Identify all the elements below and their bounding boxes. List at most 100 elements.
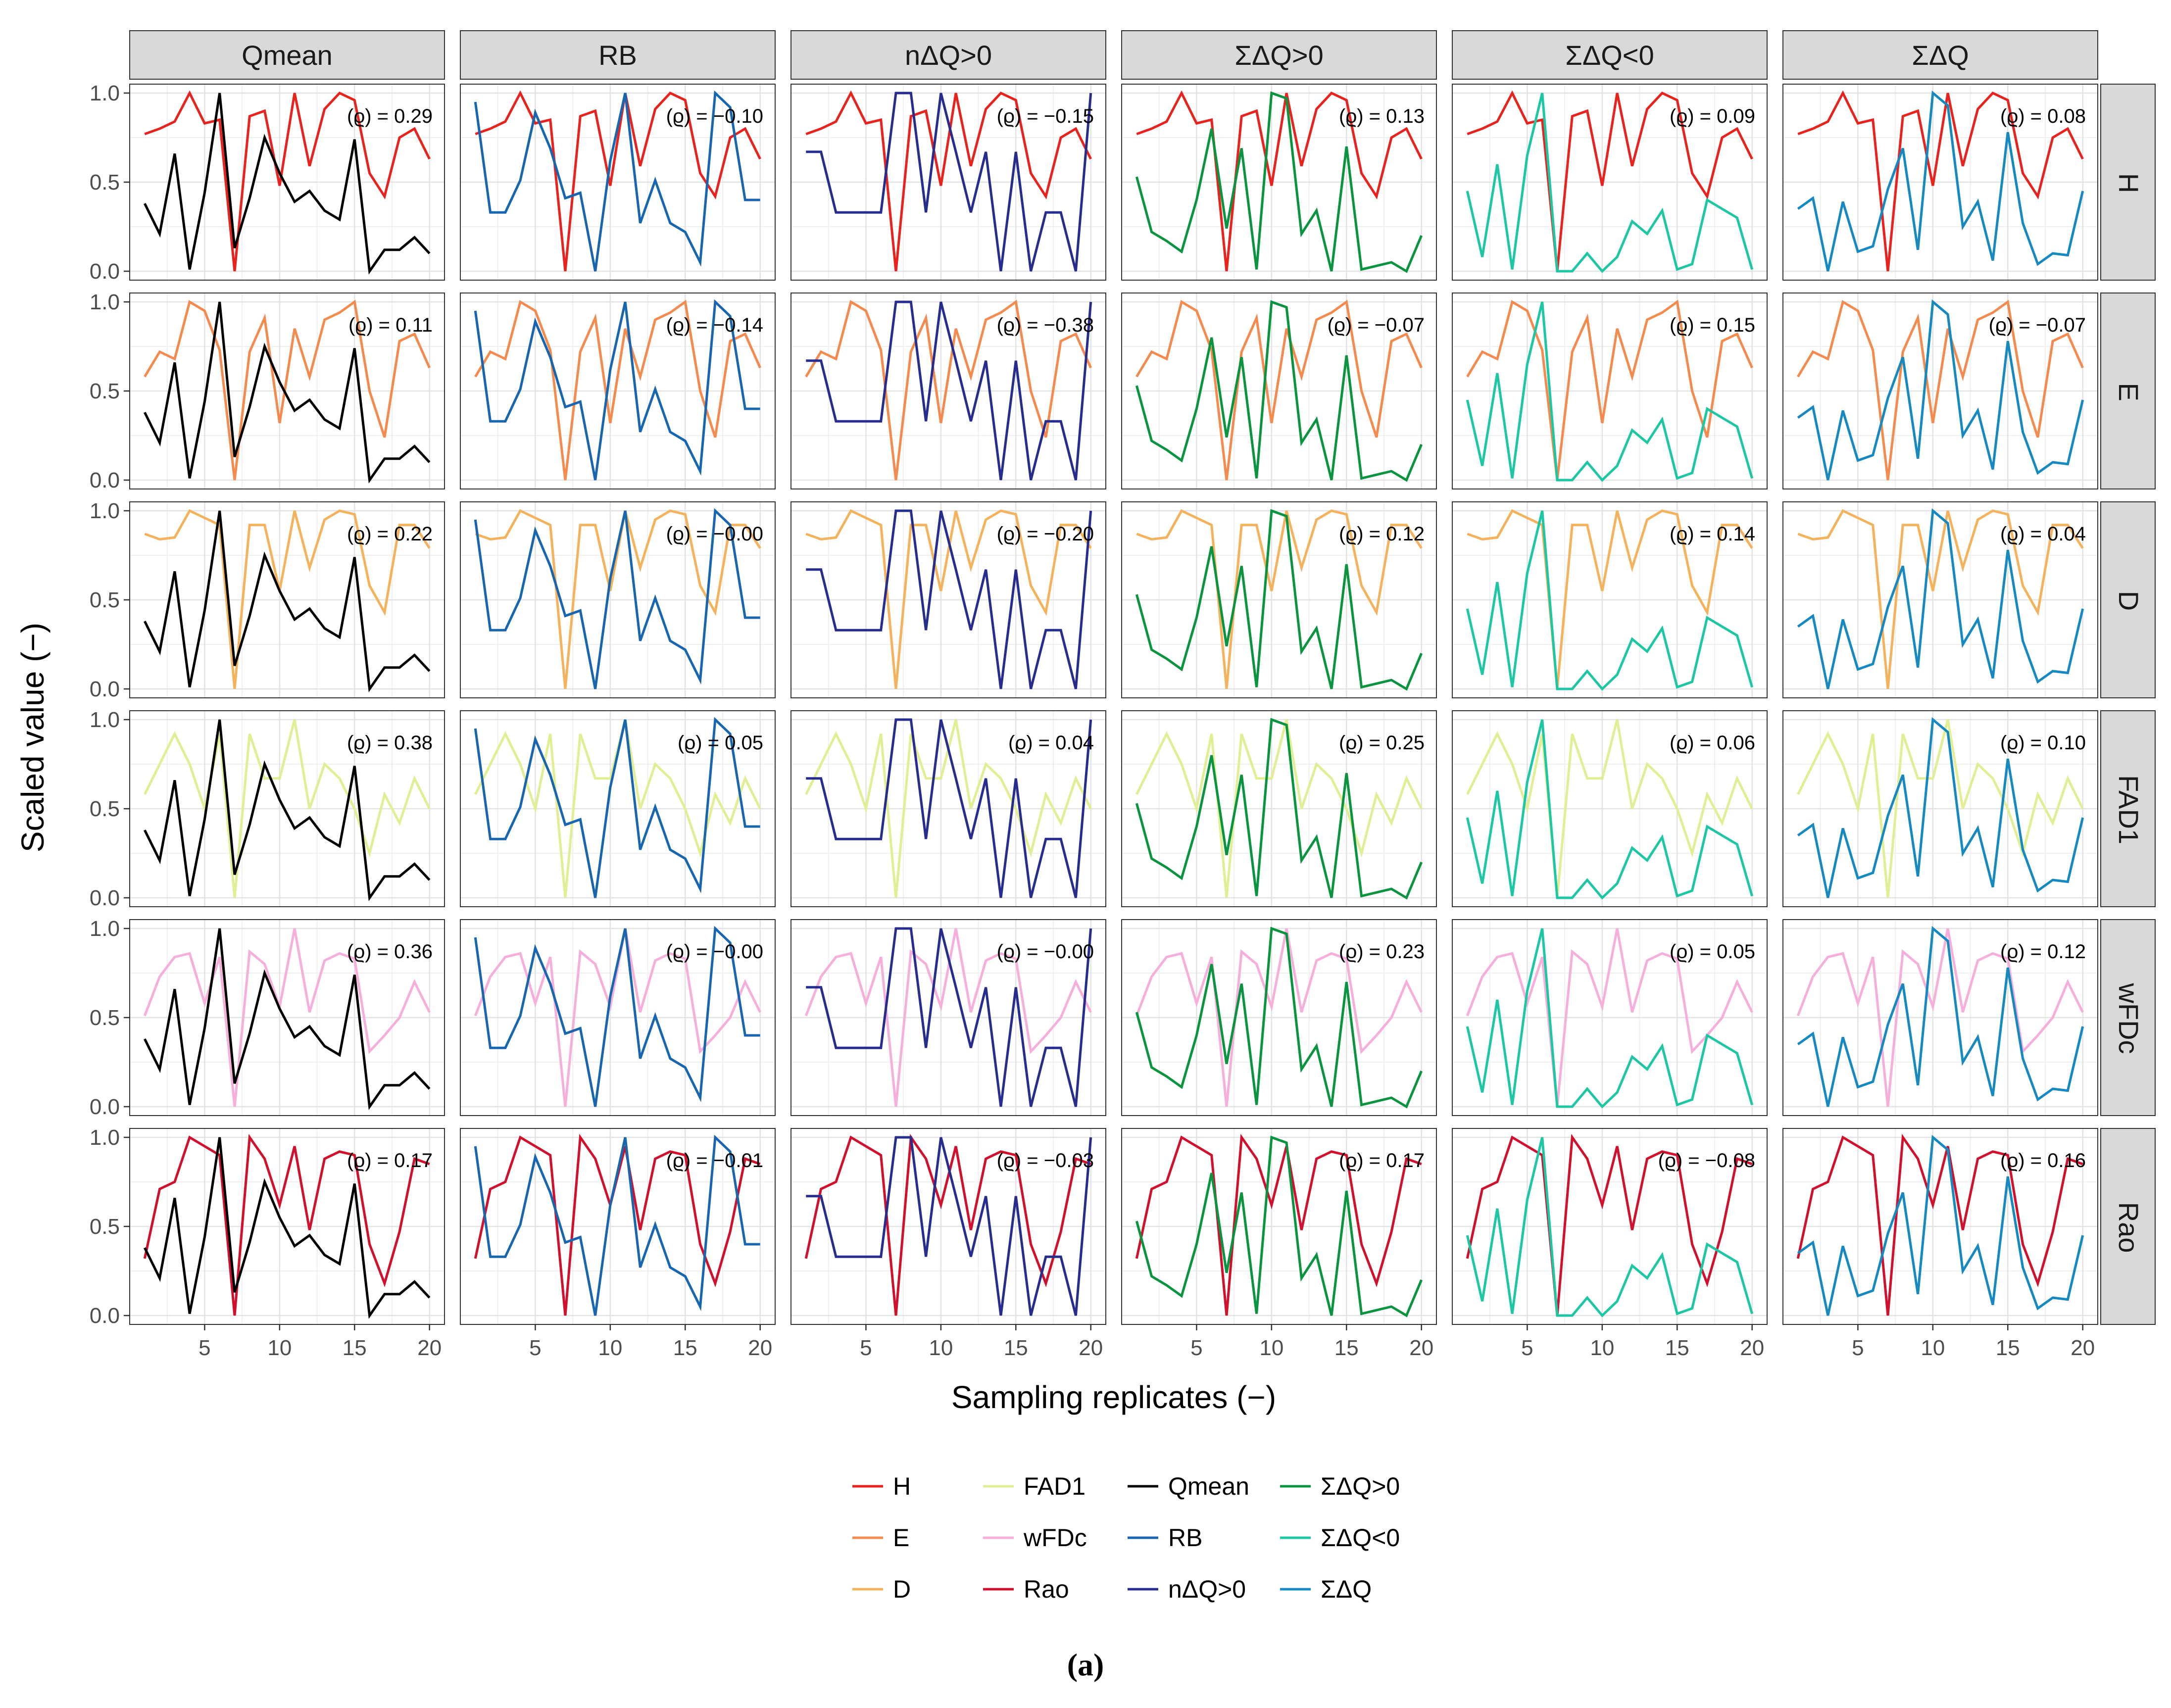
legend-label: wFDc <box>1023 1524 1087 1552</box>
facet-panel: (ϱ) = 0.16 <box>1782 1128 2098 1325</box>
series-line-rao <box>1796 1133 2083 1316</box>
legend-label: ΣΔQ<0 <box>1321 1524 1400 1552</box>
x-tick-label: 10 <box>598 1336 622 1360</box>
x-tick-label: 10 <box>1921 1336 1945 1360</box>
series-line-Qmean <box>144 719 431 901</box>
panel-border <box>460 501 776 698</box>
facet-panel: (ϱ) = 0.23 <box>1121 919 1437 1116</box>
correlation-label: (ϱ) = 0.05 <box>678 732 763 754</box>
facet-panel: (ϱ) = −0.10 <box>460 84 776 281</box>
series-line-wfdc <box>1466 928 1753 1107</box>
correlation-label: (ϱ) = 0.05 <box>1670 941 1755 963</box>
series-line-rao <box>804 1133 1091 1316</box>
series-line-e <box>1797 299 2084 481</box>
row-strip-label: D <box>2113 591 2144 611</box>
x-tick-label: 15 <box>343 1336 367 1360</box>
panel-border <box>1452 84 1768 281</box>
facet-panel: (ϱ) = −0.00 <box>460 919 776 1116</box>
legend-entry: H <box>852 1472 911 1500</box>
series-line-fad1 <box>1797 719 2084 898</box>
series-line-e <box>1135 299 1423 481</box>
legend-entry: ΣΔQ>0 <box>1280 1472 1400 1500</box>
series-line-ΣΔQ<0 <box>1466 719 1754 900</box>
column-strip <box>1782 30 2098 80</box>
facet-panel: (ϱ) = 0.04 <box>1782 501 2098 698</box>
facet-panel: (ϱ) = −0.03 <box>790 1128 1106 1325</box>
correlation-label: (ϱ) = 0.12 <box>2000 941 2086 963</box>
facet-panel: (ϱ) = 0.14 <box>1452 501 1768 698</box>
y-tick-label: 1.0 <box>90 708 120 732</box>
column-strips: Qmean RB nΔQ>0 ΣΔQ>0 ΣΔQ<0 ΣΔQ <box>129 30 2098 80</box>
facet-panel: (ϱ) = 0.17 <box>129 1128 445 1325</box>
correlation-label: (ϱ) = 0.23 <box>1339 941 1425 963</box>
panel-border <box>1782 710 2098 907</box>
panel-border <box>1121 501 1437 698</box>
facet-panel: (ϱ) = 0.06 <box>1452 710 1768 907</box>
series-line-d <box>1797 509 2084 689</box>
facet-panel: (ϱ) = 0.08 <box>1782 84 2098 281</box>
facet-panel: (ϱ) = 0.10 <box>1782 710 2098 907</box>
panel-border <box>1121 1128 1437 1325</box>
x-tick-label: 5 <box>1190 1336 1202 1360</box>
x-axis-ticks: 5 10 15 20 5 10 15 20 5 10 15 20 5 10 15 20 5 10 15 20 5 10 15… <box>198 1324 2095 1360</box>
series-line-ΣΔQ <box>1797 926 2084 1107</box>
correlation-label: (ϱ) = 0.22 <box>347 523 433 545</box>
panel-border <box>460 710 776 907</box>
column-strip-label: nΔQ>0 <box>905 40 992 71</box>
series-line-ΣΔQ<0 <box>1466 301 1754 482</box>
legend-label: E <box>893 1524 909 1552</box>
series-line-rao <box>143 1133 430 1316</box>
x-axis-title: Sampling replicates (−) <box>951 1379 1276 1415</box>
series-line-wfdc <box>1796 928 2084 1107</box>
x-tick-label: 10 <box>1590 1336 1614 1360</box>
series-line-ΣΔQ<0 <box>1466 510 1754 691</box>
series-line-ΣΔQ<0 <box>1466 93 1754 273</box>
panel-border <box>790 501 1106 698</box>
series-line-h <box>1136 90 1423 272</box>
column-strip <box>129 30 445 80</box>
correlation-label: (ϱ) = 0.06 <box>1670 732 1755 754</box>
series-line-fad1 <box>1466 719 1753 898</box>
correlation-label: (ϱ) = −0.15 <box>997 105 1094 127</box>
series-line-ΣΔQ <box>1797 1135 2084 1316</box>
row-strip <box>2100 501 2156 698</box>
series-line-Qmean <box>144 928 431 1110</box>
y-tick-label: 0.5 <box>90 797 120 821</box>
legend-label: H <box>893 1472 911 1500</box>
column-strip-label: Qmean <box>242 40 333 71</box>
series-line-ΣΔQ>0 <box>1135 1135 1423 1318</box>
x-tick-label: 5 <box>1852 1336 1864 1360</box>
series-line-d <box>805 509 1092 689</box>
row-strip-label: FAD1 <box>2113 775 2144 844</box>
correlation-label: (ϱ) = 0.17 <box>347 1150 433 1171</box>
row-strip <box>2100 919 2156 1116</box>
series-line-nΔQ>0 <box>806 718 1092 898</box>
column-strip <box>1452 30 1768 80</box>
series-line-nΔQ>0 <box>806 509 1092 689</box>
panel-border <box>460 84 776 281</box>
row-strip-label: Rao <box>2113 1202 2144 1253</box>
legend-label: nΔQ>0 <box>1168 1575 1246 1603</box>
y-axis-ticks: 0.0 0.5 1.0 0.0 0.5 1.0 0.0 0.5 1.0 0.0 0.5 1.0 0.0 0… <box>90 81 130 1328</box>
series-line-d <box>1467 509 1753 689</box>
legend-label: RB <box>1168 1524 1202 1552</box>
legend-entry: ΣΔQ<0 <box>1280 1524 1400 1552</box>
correlation-label: (ϱ) = 0.04 <box>1008 732 1094 754</box>
column-strip <box>790 30 1106 80</box>
panel-border <box>1452 919 1768 1116</box>
series-line-ΣΔQ <box>1797 508 2084 689</box>
facet-panel: (ϱ) = −0.01 <box>460 1128 776 1325</box>
column-strip-label: ΣΔQ<0 <box>1565 40 1654 71</box>
row-strip-label: E <box>2113 383 2144 401</box>
column-strip-label: ΣΔQ>0 <box>1234 40 1323 71</box>
legend-entry: nΔQ>0 <box>1128 1575 1246 1603</box>
x-tick-label: 5 <box>198 1336 210 1360</box>
y-tick-label: 1.0 <box>90 81 120 105</box>
series-line-nΔQ>0 <box>806 927 1092 1107</box>
facet-panel: (ϱ) = −0.14 <box>460 293 776 489</box>
panel-border <box>1452 501 1768 698</box>
row-strips: H E D FAD1 wFDc Rao <box>2100 84 2156 1325</box>
series-line-wfdc <box>804 928 1092 1107</box>
correlation-label: (ϱ) = 0.38 <box>347 732 433 754</box>
y-tick-label: 0.5 <box>90 588 120 612</box>
